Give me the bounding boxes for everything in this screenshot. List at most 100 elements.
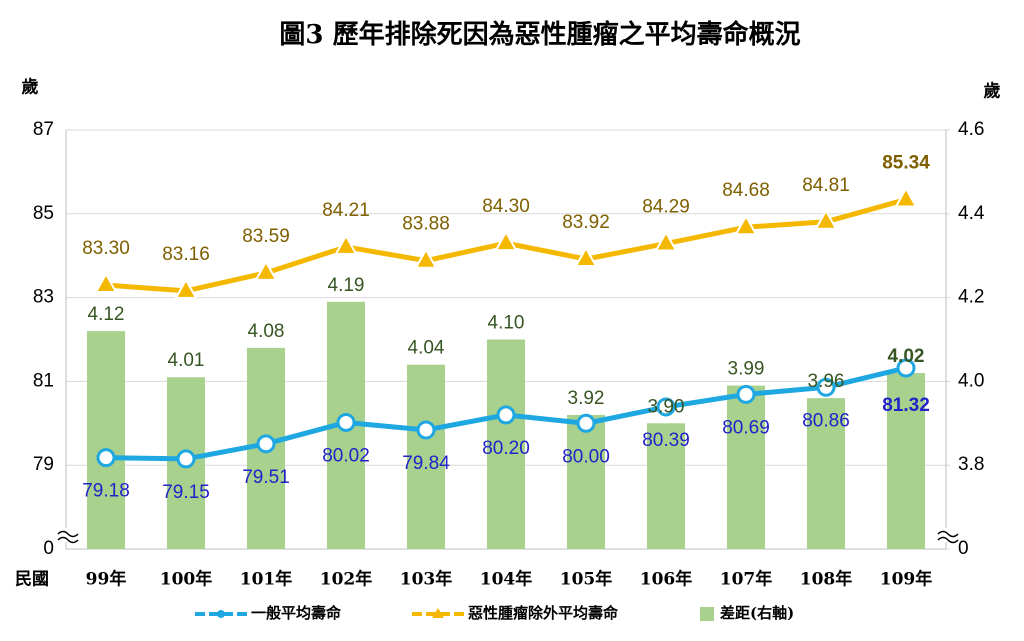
y-tick-label: 81 (33, 370, 54, 391)
value-label: 79.18 (82, 481, 130, 502)
value-label: 80.00 (562, 446, 610, 467)
value-label: 83.30 (82, 238, 130, 259)
x-tick-label: 103年 (400, 569, 453, 590)
y2-axis-unit: 歲 (984, 81, 1001, 102)
value-label: 4.02 (888, 346, 925, 367)
x-axis-label: 民國 (15, 570, 49, 590)
value-label: 80.69 (722, 417, 770, 438)
bar (407, 364, 445, 549)
value-label: 4.10 (488, 313, 525, 334)
point (496, 405, 516, 425)
x-tick-label: 101年 (240, 569, 293, 590)
y-tick-label: 79 (33, 454, 54, 475)
x-tick-label: 104年 (480, 569, 533, 590)
value-label: 80.02 (322, 445, 370, 466)
point (176, 449, 196, 469)
value-label: 4.19 (328, 275, 365, 296)
value-label: 80.86 (802, 410, 850, 431)
value-label: 83.16 (162, 244, 210, 265)
legend-marker (217, 610, 225, 618)
point (654, 230, 678, 252)
point (896, 358, 916, 378)
y2-tick-label: 4.2 (958, 287, 984, 308)
point (254, 259, 278, 281)
x-tick-label: 100年 (160, 569, 213, 590)
value-label: 79.84 (402, 453, 450, 474)
y-tick-label: 85 (33, 203, 54, 224)
point (734, 214, 758, 236)
point (174, 277, 198, 299)
bar (727, 385, 765, 549)
point (334, 233, 358, 255)
point (894, 186, 918, 208)
x-tick-label: 99年 (86, 569, 127, 590)
value-label: 84.21 (322, 200, 370, 221)
point (416, 420, 436, 440)
legend: 一般平均壽命 惡性腫瘤除外平均壽命 差距(右軸) (195, 604, 794, 622)
bar (647, 423, 685, 549)
bar (887, 373, 925, 549)
legend-label: 一般平均壽命 (251, 604, 342, 622)
value-label: 84.81 (802, 175, 850, 196)
x-tick-label: 106年 (640, 569, 693, 590)
value-label: 84.68 (722, 180, 770, 201)
bar (87, 331, 125, 549)
value-label: 4.01 (168, 350, 205, 371)
value-label: 84.30 (482, 196, 530, 217)
point (816, 377, 836, 397)
legend-label: 惡性腫瘤除外平均壽命 (468, 604, 619, 622)
x-tick-label: 105年 (560, 569, 613, 590)
y2-tick-label: 4.0 (958, 370, 984, 391)
y-tick-label: 83 (33, 287, 54, 308)
value-label: 4.04 (408, 338, 445, 359)
point (256, 434, 276, 454)
point (414, 247, 438, 269)
point (814, 208, 838, 230)
value-label: 3.90 (648, 396, 685, 417)
value-label: 80.20 (482, 438, 530, 459)
point (94, 271, 118, 294)
value-label: 85.34 (882, 153, 930, 174)
y-tick-label: 87 (33, 119, 54, 140)
y2-tick-label: 0 (958, 538, 969, 559)
value-label: 79.15 (162, 482, 210, 503)
point (736, 384, 756, 404)
axis-break (56, 528, 959, 544)
value-label: 81.32 (882, 395, 930, 416)
value-label: 83.88 (402, 214, 450, 235)
y-axis-unit: 歲 (22, 77, 39, 98)
value-label: 3.92 (568, 388, 605, 409)
y2-tick-label: 4.6 (958, 119, 984, 140)
value-label: 4.08 (248, 321, 285, 342)
value-label: 3.96 (808, 371, 845, 392)
value-label: 83.92 (562, 212, 610, 233)
value-label: 83.59 (242, 226, 290, 247)
value-label: 4.12 (88, 304, 125, 325)
y2-tick-label: 3.8 (958, 454, 984, 475)
point (96, 448, 116, 468)
legend-swatch (700, 607, 714, 621)
x-tick-label: 102年 (320, 569, 373, 590)
bar (487, 339, 525, 549)
value-label: 84.29 (642, 197, 690, 218)
bar (567, 414, 605, 549)
chart-title: 圖3 歷年排除死因為惡性腫瘤之平均壽命概況 (279, 19, 800, 50)
y2-tick-label: 4.4 (958, 203, 985, 224)
legend-label: 差距(右軸) (720, 604, 794, 622)
x-tick-label: 108年 (800, 569, 853, 590)
value-label: 3.99 (728, 359, 765, 380)
y-tick-label: 0 (43, 538, 54, 559)
point (574, 245, 598, 268)
point (336, 412, 356, 432)
point (494, 230, 518, 252)
x-tick-label: 109年 (880, 569, 933, 590)
legend-marker (432, 608, 444, 618)
point (656, 397, 676, 417)
x-tick-label: 107年 (720, 569, 773, 590)
value-label: 79.51 (242, 467, 290, 488)
value-label: 80.39 (642, 430, 690, 451)
bar (807, 398, 845, 549)
point (576, 413, 596, 433)
plot-area: 0 79 81 83 85 87 0 3.8 4.0 4.2 4.4 4.6 99年 100年 101年 10… (33, 119, 985, 589)
